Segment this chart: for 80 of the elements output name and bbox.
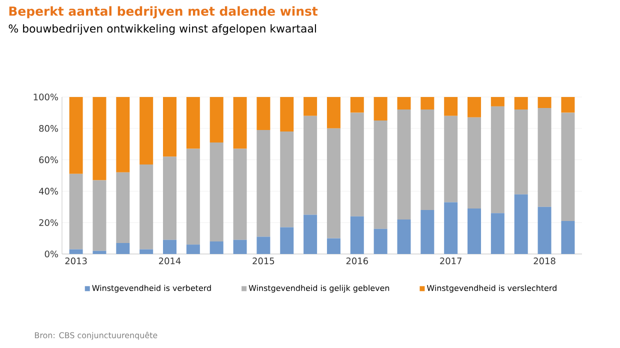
y-tick-label: 20% — [39, 219, 58, 226]
y-tick-label: 0% — [44, 250, 58, 258]
y-tick-label: 60% — [39, 156, 58, 164]
bar — [140, 164, 154, 250]
bar — [233, 96, 247, 149]
x-tick-label: 2017 — [440, 258, 462, 264]
bar — [420, 210, 434, 254]
y-tick-label: 80% — [39, 125, 58, 132]
bar — [468, 208, 482, 254]
bar — [210, 96, 224, 143]
chart-subtitle: % bouwbedrijven ontwikkeling winst afgelopen kwartaal — [8, 24, 316, 35]
bar — [374, 228, 388, 254]
bar — [280, 132, 294, 228]
bar — [210, 241, 224, 254]
bar — [304, 214, 318, 254]
x-tick-label: 2018 — [534, 258, 556, 264]
bar — [374, 96, 388, 121]
bar — [210, 142, 224, 242]
bar — [538, 108, 552, 207]
bar — [116, 243, 130, 254]
bar — [490, 106, 504, 214]
bar — [140, 96, 154, 165]
bar — [350, 96, 364, 113]
bar — [186, 244, 200, 254]
x-tick-label: 2016 — [346, 258, 368, 264]
bar — [514, 194, 528, 254]
x-tick-label: 2015 — [252, 258, 274, 264]
bar — [561, 221, 575, 254]
bar — [280, 96, 294, 132]
bar — [444, 116, 458, 202]
bar — [92, 250, 106, 254]
bar — [116, 172, 130, 244]
bar — [490, 213, 504, 254]
bar — [140, 249, 154, 254]
bar — [163, 240, 177, 254]
bar — [92, 180, 106, 251]
bar — [468, 96, 482, 118]
bar — [350, 216, 364, 254]
bar — [420, 110, 434, 210]
bar — [374, 120, 388, 229]
bar — [561, 96, 575, 113]
bar — [304, 116, 318, 215]
x-tick-label: 2014 — [159, 258, 181, 264]
y-tick-label: 40% — [38, 188, 58, 195]
bar — [397, 110, 411, 220]
bar — [444, 96, 458, 116]
bar — [116, 96, 130, 172]
bar — [326, 128, 340, 238]
y-tick-label: 100% — [34, 94, 58, 100]
bar — [186, 148, 200, 245]
bar — [397, 96, 411, 110]
bar — [326, 96, 340, 128]
bar — [256, 130, 270, 237]
chart-title: Beperkt aantal bedrijven met dalende winst — [9, 6, 318, 18]
bar — [444, 202, 458, 254]
bar — [163, 156, 177, 240]
bar — [256, 96, 270, 130]
bar — [561, 112, 575, 222]
bar — [350, 112, 364, 216]
bar — [420, 96, 434, 110]
bar — [304, 96, 318, 116]
bar — [490, 96, 504, 106]
bar — [397, 219, 411, 254]
bar — [69, 249, 83, 254]
bar — [538, 206, 552, 254]
bar — [538, 96, 552, 108]
bar — [233, 240, 247, 254]
bar — [468, 117, 482, 208]
bar — [256, 236, 270, 254]
bar — [326, 238, 340, 254]
bar — [280, 227, 294, 254]
bar — [514, 96, 528, 110]
x-tick-label: 2013 — [65, 258, 87, 264]
bar — [514, 110, 528, 194]
bar — [233, 148, 247, 240]
bar — [69, 96, 83, 174]
bar — [92, 96, 106, 180]
bar — [69, 174, 83, 250]
bar — [186, 96, 200, 149]
bar — [163, 96, 177, 157]
